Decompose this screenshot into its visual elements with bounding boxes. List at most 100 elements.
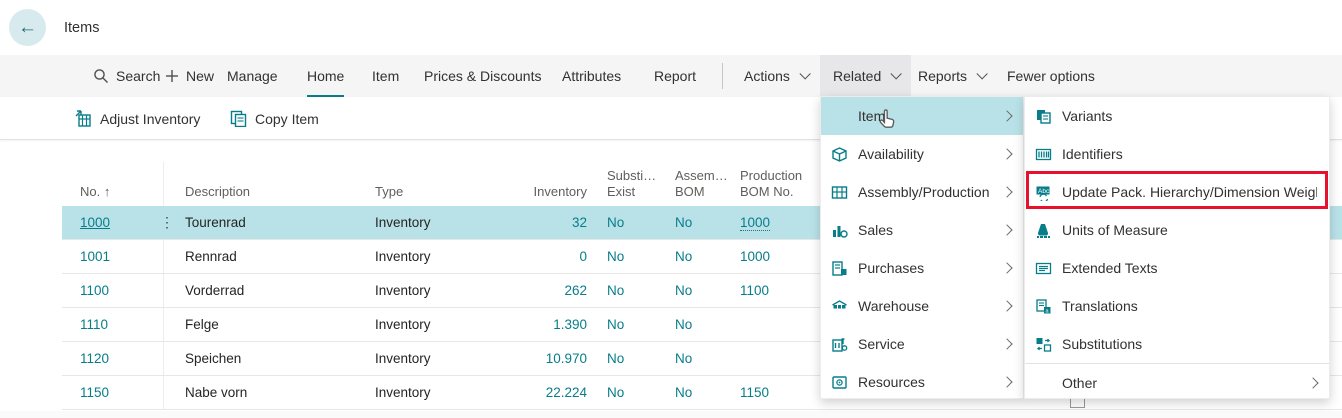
menu-item-availability[interactable]: Availability [821, 135, 1023, 173]
item-assembly-bom[interactable]: No [675, 240, 692, 273]
item-no-link[interactable]: 1001 [80, 240, 110, 273]
copy-item-button[interactable]: Copy Item [230, 97, 319, 140]
chevron-right-icon [1001, 224, 1012, 235]
submenu-item-substitutions[interactable]: Substitutions [1025, 325, 1329, 363]
column-header-type[interactable]: Type [375, 184, 403, 200]
menu-item-item[interactable]: Item [821, 97, 1023, 135]
menu-related[interactable]: Related [820, 55, 911, 97]
menu-fewer-options[interactable]: Fewer options [1007, 55, 1095, 97]
row-menu-ellipsis-icon[interactable]: ⋮ [160, 206, 174, 239]
production-bom-link[interactable]: 1000 [740, 215, 770, 231]
menu-search[interactable]: Search [93, 55, 160, 97]
item-substitutes-exist[interactable]: No [607, 206, 624, 239]
item-no-link[interactable]: 1150 [80, 376, 109, 409]
barcode-icon [1034, 145, 1053, 164]
chevron-right-icon [1001, 148, 1012, 159]
submenu-item-variants[interactable]: Variants [1025, 97, 1329, 135]
column-header-assembly-bom[interactable]: Assem… BOM [675, 168, 728, 200]
menu-bar: Search New Manage Home Item Prices & Dis… [0, 55, 1342, 97]
item-no-link[interactable]: 1120 [80, 342, 109, 375]
menu-item-purchases[interactable]: Purchases [821, 249, 1023, 287]
item-assembly-bom[interactable]: No [675, 342, 692, 375]
submenu-item-extended-texts[interactable]: Extended Texts [1025, 249, 1329, 287]
menu-related-label: Related [833, 68, 881, 84]
item-substitutes-exist[interactable]: No [607, 308, 624, 341]
assembly-production-icon [830, 183, 849, 202]
chevron-right-icon [1001, 376, 1012, 387]
chevron-right-icon [1001, 186, 1012, 197]
item-type[interactable]: Inventory [375, 240, 431, 273]
column-header-description[interactable]: Description [185, 184, 250, 200]
item-inventory[interactable]: 10.970 [460, 342, 587, 375]
chevron-down-icon [799, 68, 810, 79]
table-bottom-strip [0, 411, 1342, 418]
back-button[interactable]: ← [9, 9, 46, 46]
menu-item-sales[interactable]: Sales [821, 211, 1023, 249]
production-bom-link[interactable]: 1100 [740, 274, 769, 307]
plus-icon [165, 69, 179, 83]
menu-tab-item[interactable]: Item [372, 55, 399, 97]
copy-icon [230, 110, 247, 127]
item-inventory[interactable]: 32 [460, 206, 587, 239]
chevron-right-icon [1001, 300, 1012, 311]
production-bom-link[interactable]: 1150 [740, 376, 769, 409]
item-type[interactable]: Inventory [375, 308, 431, 341]
item-inventory[interactable]: 262 [460, 274, 587, 307]
item-substitutes-exist[interactable]: No [607, 342, 624, 375]
item-description[interactable]: Vorderrad [185, 274, 244, 307]
item-type[interactable]: Inventory [375, 206, 431, 239]
menu-new[interactable]: New [165, 55, 214, 97]
chevron-right-icon [1001, 110, 1012, 121]
submenu-item-identifiers[interactable]: Identifiers [1025, 135, 1329, 173]
title-bar: ← Items [0, 0, 1342, 55]
column-header-substitutes-exist[interactable]: Substi… Exist [607, 168, 656, 200]
submenu-item-update-pack-hierarchy-dimension-weight[interactable]: Abc Update Pack. Hierarchy/Dimension Wei… [1025, 173, 1329, 211]
item-description[interactable]: Nabe vorn [185, 376, 247, 409]
menu-home-label: Home [307, 68, 344, 84]
item-inventory[interactable]: 0 [460, 240, 587, 273]
adjust-inventory-button[interactable]: Adjust Inventory [75, 97, 200, 140]
item-inventory[interactable]: 1.390 [460, 308, 587, 341]
search-icon [93, 68, 109, 84]
submenu-item-translations[interactable]: a Translations [1025, 287, 1329, 325]
menu-manage[interactable]: Manage [227, 55, 278, 97]
item-description[interactable]: Felge [185, 308, 219, 341]
submenu-item-units-of-measure[interactable]: Units of Measure [1025, 211, 1329, 249]
item-no-link[interactable]: 1000 [80, 206, 110, 239]
column-header-inventory[interactable]: Inventory [460, 184, 587, 200]
menu-item-warehouse[interactable]: Warehouse [821, 287, 1023, 325]
menu-tab-prices-discounts[interactable]: Prices & Discounts [424, 55, 541, 97]
item-assembly-bom[interactable]: No [675, 206, 692, 239]
submenu-item-other[interactable]: Other [1025, 364, 1329, 402]
item-no-link[interactable]: 1100 [80, 274, 109, 307]
menu-item-assembly-production[interactable]: Assembly/Production [821, 173, 1023, 211]
item-type[interactable]: Inventory [375, 342, 431, 375]
menu-actions[interactable]: Actions [744, 55, 807, 97]
item-no-link[interactable]: 1110 [80, 308, 108, 341]
item-substitutes-exist[interactable]: No [607, 376, 624, 409]
menu-item-service[interactable]: Service [821, 325, 1023, 363]
item-assembly-bom[interactable]: No [675, 376, 692, 409]
column-header-production-bom-no[interactable]: Production BOM No. [740, 168, 802, 200]
item-description[interactable]: Tourenrad [185, 206, 246, 239]
menu-divider [722, 63, 723, 89]
warehouse-icon [830, 297, 849, 316]
menu-reports[interactable]: Reports [918, 55, 984, 97]
column-header-no[interactable]: No. ↑ [80, 184, 110, 200]
menu-tab-home[interactable]: Home [307, 55, 344, 97]
item-description[interactable]: Speichen [185, 342, 241, 375]
menu-prices-label: Prices & Discounts [424, 68, 541, 84]
production-bom-link[interactable]: 1000 [740, 240, 770, 273]
item-description[interactable]: Rennrad [185, 240, 237, 273]
sales-icon [830, 221, 849, 240]
item-assembly-bom[interactable]: No [675, 308, 692, 341]
menu-item-resources[interactable]: Resources [821, 363, 1023, 401]
item-assembly-bom[interactable]: No [675, 274, 692, 307]
item-substitutes-exist[interactable]: No [607, 274, 624, 307]
menu-tab-report[interactable]: Report [654, 55, 696, 97]
item-type[interactable]: Inventory [375, 274, 431, 307]
item-inventory[interactable]: 22.224 [460, 376, 587, 409]
menu-tab-attributes[interactable]: Attributes [562, 55, 621, 97]
item-type[interactable]: Inventory [375, 376, 431, 409]
item-substitutes-exist[interactable]: No [607, 240, 624, 273]
